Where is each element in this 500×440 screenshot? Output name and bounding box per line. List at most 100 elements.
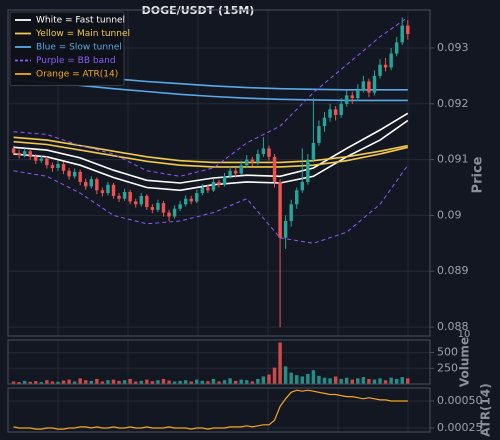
candle-body: [56, 164, 60, 168]
volume-bar: [250, 381, 255, 384]
candle-body: [11, 148, 16, 153]
candle-body: [322, 117, 327, 127]
panel-frame: [7, 387, 431, 433]
volume-bar: [372, 379, 377, 384]
volume-bar: [161, 378, 166, 384]
atr-line: [13, 389, 408, 430]
candle-body: [222, 176, 227, 185]
candle-body: [95, 179, 99, 191]
volume-bar: [300, 376, 305, 384]
candle-body: [328, 109, 332, 118]
candle-body: [89, 179, 94, 187]
candle-body: [339, 103, 343, 115]
candle-body: [361, 81, 366, 90]
volume-bar: [289, 372, 293, 384]
volume-bar: [156, 380, 160, 384]
candle-body: [228, 170, 232, 177]
candle-body: [283, 221, 288, 238]
candle-body: [206, 187, 210, 191]
candle-body: [45, 158, 49, 166]
candle-body: [128, 191, 132, 202]
y-tick-label: 0.09: [437, 208, 462, 221]
volume-bar: [34, 381, 38, 384]
volume-bar: [67, 379, 71, 384]
candle-body: [39, 158, 44, 161]
candle-body: [211, 181, 216, 191]
volume-bar: [311, 370, 316, 384]
candle-body: [317, 126, 321, 143]
volume-bar: [272, 367, 277, 384]
candle-body: [311, 142, 316, 160]
candle-body: [67, 170, 71, 177]
volume-bar: [228, 378, 232, 384]
candle-body: [333, 109, 338, 115]
candle-body: [261, 148, 266, 155]
volume-bar: [172, 381, 177, 384]
volume-bar: [394, 378, 399, 384]
candle-body: [106, 184, 110, 194]
candle-body: [50, 165, 55, 168]
candle-body: [78, 171, 82, 182]
plot-area: [11, 16, 410, 328]
volume-bar: [239, 379, 243, 384]
candle-body: [167, 212, 171, 217]
legend-label: White = Fast tunnel: [36, 16, 125, 26]
volume-bar: [261, 376, 266, 384]
volume-bar: [39, 382, 44, 384]
volume-bar: [350, 379, 354, 384]
candle-body: [28, 151, 32, 157]
volume-bar: [183, 380, 188, 384]
candle-body: [300, 181, 305, 191]
candle-body: [133, 201, 138, 205]
volume-bar: [95, 378, 99, 384]
volume-bar: [145, 379, 149, 384]
volume-bar: [195, 379, 199, 384]
candle-body: [344, 95, 349, 104]
candle-body: [278, 181, 282, 238]
candle-body: [372, 75, 377, 93]
legend: White = Fast tunnel Yellow = Main tunnel B…: [9, 11, 130, 86]
volume-bar: [333, 376, 338, 384]
volume-bar: [128, 378, 132, 384]
volume-bar: [45, 380, 49, 384]
volume-bar: [383, 380, 388, 384]
volume-bar: [356, 378, 360, 384]
candle-body: [289, 204, 293, 222]
candle-body: [378, 64, 382, 76]
volume-bar: [278, 342, 282, 384]
volume-bar: [283, 366, 288, 384]
overlay-line: [13, 140, 408, 168]
candle-body: [122, 191, 127, 199]
y-tick-label: 0.089: [437, 264, 469, 277]
volume-bar: [50, 381, 55, 384]
y-tick-label: 0.092: [437, 97, 469, 110]
y-tick-label: 0.091: [437, 153, 469, 166]
volume-bar: [11, 381, 16, 384]
candle-body: [22, 151, 27, 156]
volume-bar: [189, 381, 193, 384]
candle-body: [145, 195, 149, 208]
volume-bar: [367, 378, 371, 384]
volume-bar: [306, 373, 310, 384]
volume-bar: [178, 380, 182, 384]
atr-tick-label: 0.00025: [437, 421, 483, 434]
volume-bar: [111, 379, 116, 384]
volume-bar: [78, 378, 82, 384]
candle-body: [306, 159, 310, 182]
y-axis-label: Price: [471, 156, 486, 193]
volume-bar: [200, 380, 205, 384]
candle-body: [34, 156, 38, 161]
candle-body: [178, 204, 182, 209]
volume-bar: [328, 378, 332, 384]
candle-body: [183, 198, 188, 205]
volume-bar: [133, 381, 138, 384]
volume-bar: [211, 378, 216, 384]
volume-bar: [378, 378, 382, 384]
legend-label: Purple = BB band: [36, 56, 116, 66]
candle-body: [156, 203, 160, 210]
atr-axis-label: ATR(14): [479, 383, 493, 436]
legend-label: Orange = ATR(14): [36, 70, 118, 80]
volume-bar: [89, 380, 94, 384]
candle-body: [406, 25, 410, 35]
volume-bar: [100, 381, 105, 384]
